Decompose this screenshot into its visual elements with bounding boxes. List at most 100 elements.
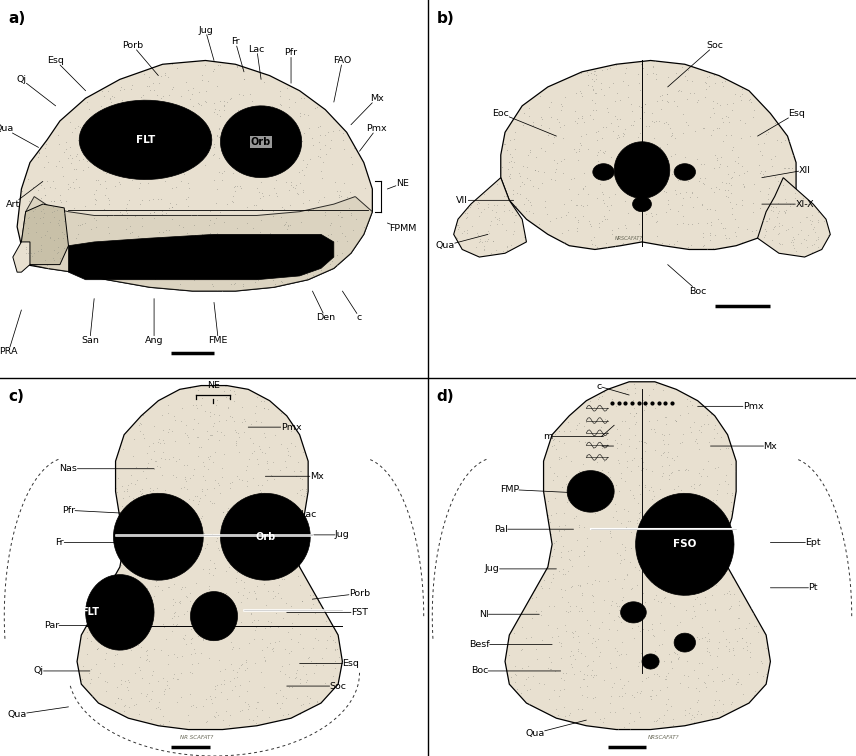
Text: Pmx: Pmx <box>698 402 764 411</box>
Point <box>597 121 610 133</box>
Point <box>91 643 104 655</box>
Point <box>98 90 111 102</box>
Point <box>113 84 127 96</box>
Point <box>112 252 126 264</box>
Point <box>185 668 199 680</box>
Point <box>568 668 581 680</box>
Point <box>616 702 630 714</box>
Point <box>333 185 347 197</box>
Point <box>603 706 617 718</box>
Point <box>649 589 663 601</box>
Point <box>39 241 52 253</box>
Point <box>133 662 146 674</box>
Point <box>626 182 639 194</box>
Point <box>668 483 681 495</box>
Point <box>487 199 501 211</box>
Point <box>519 205 532 217</box>
Point <box>575 110 589 122</box>
Point <box>761 668 775 680</box>
Point <box>152 76 166 88</box>
Point <box>657 411 671 423</box>
Point <box>197 562 211 575</box>
Point <box>280 122 294 134</box>
Point <box>194 513 208 525</box>
Point <box>685 522 698 534</box>
Point <box>233 180 247 192</box>
Point <box>627 383 641 395</box>
Point <box>605 224 619 236</box>
Point <box>132 582 146 594</box>
Point <box>562 596 575 608</box>
Point <box>596 215 609 228</box>
Point <box>190 209 204 221</box>
Point <box>215 166 229 178</box>
Polygon shape <box>633 197 651 212</box>
Point <box>703 646 716 658</box>
Point <box>809 234 823 246</box>
Point <box>761 188 775 200</box>
Point <box>572 145 586 157</box>
Point <box>661 88 675 101</box>
Point <box>297 92 311 104</box>
Point <box>157 225 170 237</box>
Point <box>184 209 198 221</box>
Point <box>645 618 659 631</box>
Point <box>719 634 733 646</box>
Point <box>162 398 175 411</box>
Point <box>312 634 325 646</box>
Point <box>196 633 210 645</box>
Point <box>155 231 169 243</box>
Point <box>639 150 653 163</box>
Point <box>138 247 152 259</box>
Point <box>34 229 48 241</box>
Point <box>654 103 668 115</box>
Text: XII: XII <box>762 166 811 178</box>
Point <box>586 578 599 590</box>
Point <box>29 217 43 229</box>
Point <box>542 693 556 705</box>
Point <box>200 715 214 727</box>
Point <box>653 526 667 538</box>
Point <box>526 593 539 605</box>
Point <box>653 160 667 172</box>
Point <box>292 144 306 156</box>
Point <box>557 153 571 166</box>
Point <box>333 220 347 232</box>
Point <box>605 595 619 607</box>
Point <box>346 224 360 236</box>
Point <box>51 241 65 253</box>
Point <box>793 216 806 228</box>
Point <box>51 138 65 150</box>
Point <box>225 146 239 158</box>
Point <box>134 91 147 103</box>
Point <box>699 469 713 482</box>
Point <box>714 217 728 229</box>
Point <box>91 671 104 683</box>
Point <box>50 247 63 259</box>
Point <box>637 147 651 159</box>
Point <box>676 209 690 222</box>
Point <box>639 154 652 166</box>
Point <box>243 132 257 144</box>
Point <box>293 177 306 189</box>
Point <box>678 525 692 538</box>
Point <box>296 659 310 671</box>
Point <box>92 144 105 156</box>
Point <box>260 455 274 467</box>
Point <box>270 697 284 709</box>
Point <box>669 184 682 196</box>
Point <box>665 662 679 674</box>
Point <box>241 103 254 115</box>
Point <box>128 433 141 445</box>
Point <box>25 249 39 262</box>
Point <box>284 645 298 657</box>
Point <box>232 690 246 702</box>
Point <box>218 565 232 578</box>
Point <box>711 636 725 648</box>
Point <box>318 615 332 627</box>
Point <box>300 271 314 284</box>
Point <box>229 576 243 588</box>
Point <box>98 630 111 642</box>
Point <box>516 119 530 131</box>
Point <box>135 220 149 232</box>
